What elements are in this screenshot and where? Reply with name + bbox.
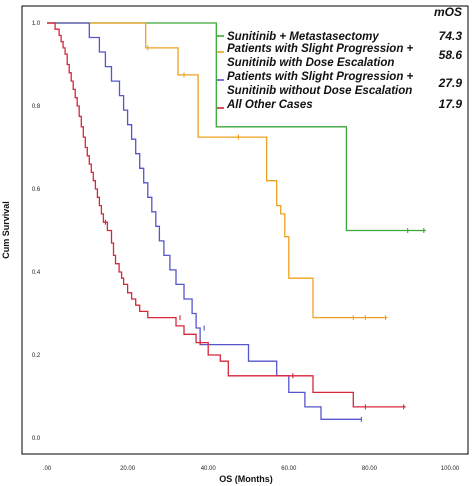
legend-label-line2: Sunitinib with Dose Escalation (227, 57, 394, 69)
legend-label: Patients with Slight Progression + (227, 43, 414, 55)
axis-ticks: .00 20.00 40.00 60.00 80.00 100.00 0.0 0.2 0.4 0.… (32, 21, 460, 472)
legend-mos-value: 27.9 (438, 76, 463, 90)
x-tick-label: 40.00 (201, 466, 217, 472)
series-1 (47, 22, 426, 233)
x-tick-label: 20.00 (120, 466, 136, 472)
series-line (47, 22, 426, 232)
x-axis-label: OS (Months) (219, 474, 273, 484)
y-axis-label: Cum Survival (1, 201, 11, 259)
legend-entry: Patients with Slight Progression + Suniti… (217, 71, 462, 97)
y-tick-label: 0.4 (32, 270, 41, 276)
y-tick-label: 0.8 (32, 104, 41, 110)
legend-mos-value: 74.3 (439, 29, 463, 43)
y-tick-label: 0.0 (32, 436, 41, 442)
series-3 (47, 22, 362, 422)
plot-frame (21, 5, 469, 455)
legend-entry: Sunitinib + Metastasectomy 74.3 (217, 29, 462, 43)
y-tick-label: 0.2 (32, 353, 41, 359)
legend-entry: All Other Cases 17.9 (217, 97, 462, 111)
legend-mos-value: 58.6 (439, 48, 463, 62)
series-line (47, 22, 388, 319)
y-tick-label: 0.6 (32, 187, 41, 193)
legend-label: Sunitinib + Metastasectomy (227, 31, 379, 43)
legend-label-line2: Sunitinib without Dose Escalation (227, 85, 412, 97)
series-group (47, 22, 426, 422)
legend-label: Patients with Slight Progression + (227, 71, 414, 83)
x-tick-label: 60.00 (281, 466, 297, 472)
y-tick-label: 1.0 (32, 21, 41, 27)
legend-header: mOS (434, 5, 462, 19)
legend: mOS Sunitinib + Metastasectomy 74.3Patien… (217, 5, 462, 111)
series-2 (47, 22, 388, 321)
legend-mos-value: 17.9 (439, 97, 463, 111)
legend-entry: Patients with Slight Progression + Suniti… (217, 43, 462, 69)
x-tick-label: .00 (43, 466, 52, 472)
series-line (47, 22, 362, 420)
x-tick-label: 100.00 (441, 466, 460, 472)
x-tick-label: 80.00 (362, 466, 378, 472)
series-4 (47, 22, 406, 410)
legend-label: All Other Cases (226, 99, 313, 111)
series-line (47, 22, 406, 408)
